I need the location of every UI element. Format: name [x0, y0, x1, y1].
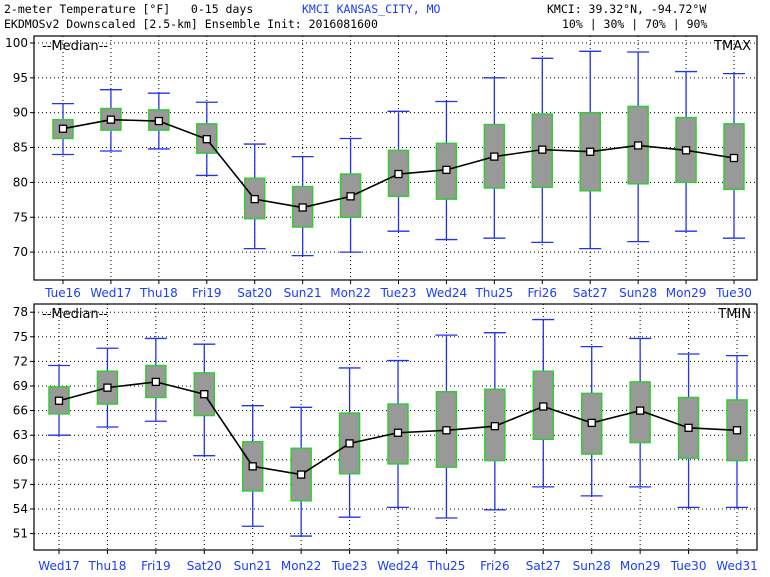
panel1-xtick-label: Wed24	[426, 286, 467, 300]
panel1-ytick-label: 100	[5, 36, 28, 50]
panel2-ytick-label: 69	[13, 379, 28, 393]
panel2-median-point	[296, 470, 306, 479]
panel1-xtick-label: Mon29	[666, 286, 707, 300]
panel1-xtick-label: Mon22	[330, 286, 371, 300]
panel2-xtick-label: Tue30	[670, 559, 707, 573]
panel2-ytick-label: 72	[13, 354, 28, 368]
chart-title: 2-meter Temperature [°F] 0-15 days	[4, 2, 254, 16]
panel2-median-point	[587, 418, 596, 428]
panel2-xtick-label: Tue23	[331, 559, 368, 573]
panel1-median-point	[729, 153, 739, 163]
station-name: KMCI KANSAS_CITY, MO	[302, 2, 441, 16]
panel2-median-point	[442, 426, 451, 435]
panel2-xtick-label: Wed31	[716, 559, 757, 573]
panel1-median-point	[298, 203, 307, 212]
panel1-xtick-label: Tue16	[44, 286, 81, 300]
panel2-xtick-label: Thu25	[427, 559, 466, 573]
panel2-median-point	[393, 428, 403, 437]
panel1-xtick-label: Sun28	[619, 286, 657, 300]
panel1-ytick-label: 95	[13, 71, 28, 85]
model-info: EKDMOSv2 Downscaled [2.5-km] Ensemble In…	[4, 17, 378, 31]
panel1-xtick-label: Tue23	[380, 286, 417, 300]
panel1-median-point	[250, 194, 259, 204]
panel1-median-point	[106, 115, 116, 124]
panel2-median-point	[200, 390, 209, 399]
panel1-median-point	[394, 169, 403, 179]
panel2-xtick-label: Sat20	[187, 559, 222, 573]
panel2-ytick-label: 75	[13, 330, 28, 344]
panel1-xtick-label: Wed17	[90, 286, 131, 300]
panel2-ytick-label: 51	[13, 527, 28, 541]
panel1-median-point	[490, 152, 499, 161]
panel2-median-point	[684, 423, 693, 432]
panel2-median-point	[635, 406, 645, 415]
panel2-median-point	[490, 422, 500, 431]
panel1-xtick-label: Sat27	[573, 286, 608, 300]
panel2-median-point	[103, 383, 112, 392]
panel2-xtick-label: Wed24	[377, 559, 418, 573]
panel2-ytick-label: 63	[13, 428, 28, 442]
panel2-xtick-label: Fri26	[480, 559, 510, 573]
panel2-median-point	[248, 462, 257, 471]
panel2-xtick-label: Mon29	[620, 559, 661, 573]
panel1-ytick-label: 70	[13, 245, 28, 259]
panel1-ytick-label: 80	[13, 175, 28, 189]
panel2-ytick-label: 78	[13, 305, 28, 319]
panel1-median-point	[442, 165, 451, 175]
panel2-ytick-label: 54	[13, 502, 28, 516]
panel1-median-point	[586, 147, 595, 156]
panel1-median-point	[681, 146, 691, 155]
percentile-key: 10% | 30% | 70% | 90%	[562, 17, 708, 31]
panel2-xtick-label: Sun21	[234, 559, 272, 573]
panel1-ytick-label: 90	[13, 106, 28, 120]
panel2-xtick-label: Wed17	[38, 559, 79, 573]
panel1-median-point	[58, 124, 68, 133]
panel1-median-point	[346, 192, 355, 201]
panel2-xtick-label: Sat27	[526, 559, 561, 573]
panel1-median-point	[633, 141, 643, 150]
panel1-xtick-label: Fri26	[527, 286, 557, 300]
panel1-median-point	[202, 135, 211, 144]
panel1-label: TMAX	[713, 39, 751, 54]
panel2-xtick-label: Fri19	[141, 559, 171, 573]
panel2-xtick-label: Sun28	[573, 559, 611, 573]
panel2-ytick-label: 60	[13, 453, 28, 467]
panel1-xtick-label: Fri19	[192, 286, 222, 300]
panel1-xtick-label: Thu25	[474, 286, 513, 300]
panel2-label: TMIN	[717, 307, 751, 322]
panel1-xtick-label: Thu18	[139, 286, 178, 300]
panel2-xtick-label: Mon22	[281, 559, 322, 573]
panel2-legend: --Median--	[42, 307, 108, 322]
panel1-xtick-label: Tue30	[715, 286, 752, 300]
panel1-ytick-label: 85	[13, 141, 28, 155]
panel2-median-point	[54, 396, 64, 405]
panel1-legend: --Median--	[42, 39, 108, 54]
panel2-xtick-label: Thu18	[88, 559, 127, 573]
panel2-median-point	[732, 426, 742, 435]
panel1-xtick-label: Sat20	[237, 286, 272, 300]
station-coords: KMCI: 39.32°N, -94.72°W	[547, 2, 707, 16]
panel2-median-point	[539, 402, 548, 411]
panel1-median-point	[154, 116, 164, 126]
panel2-ytick-label: 57	[13, 477, 28, 491]
panel1-xtick-label: Sun21	[284, 286, 322, 300]
panel1-ytick-label: 75	[13, 210, 28, 224]
panel2-ytick-label: 66	[13, 404, 28, 418]
panel1-median-point	[538, 145, 547, 154]
panel2-median-point	[345, 439, 354, 448]
panel2-median-point	[151, 377, 161, 387]
